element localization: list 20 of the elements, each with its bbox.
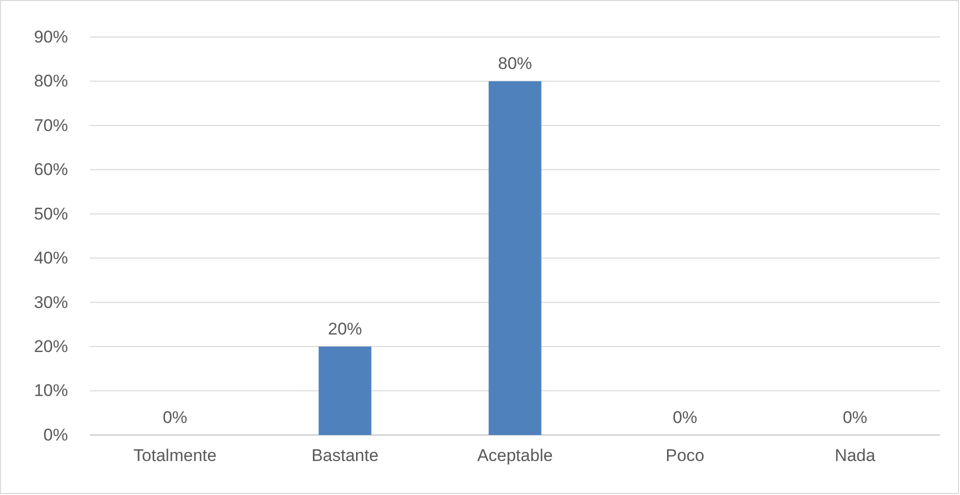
data-label: 20% [328, 320, 362, 339]
y-tick-label: 90% [34, 27, 68, 46]
y-tick-label: 50% [34, 204, 68, 224]
data-label: 0% [672, 408, 698, 427]
x-tick-label: Aceptable [477, 446, 553, 466]
y-tick-label: 0% [43, 425, 68, 444]
x-tick-label: Totalmente [133, 446, 217, 466]
y-tick-label: 70% [34, 116, 68, 135]
data-label: 80% [498, 54, 532, 74]
y-tick-label: 60% [34, 160, 68, 180]
x-tick-label: Nada [834, 446, 876, 466]
data-label: 0% [162, 408, 188, 427]
y-tick-label: 30% [34, 292, 68, 312]
y-tick-label: 40% [34, 248, 68, 268]
y-tick-label: 80% [34, 72, 68, 91]
x-tick-label: Poco [666, 446, 704, 466]
y-tick-label: 10% [34, 381, 68, 400]
y-tick-label: 20% [34, 336, 68, 356]
x-tick-label: Bastante [311, 446, 379, 466]
data-label: 0% [842, 408, 868, 427]
